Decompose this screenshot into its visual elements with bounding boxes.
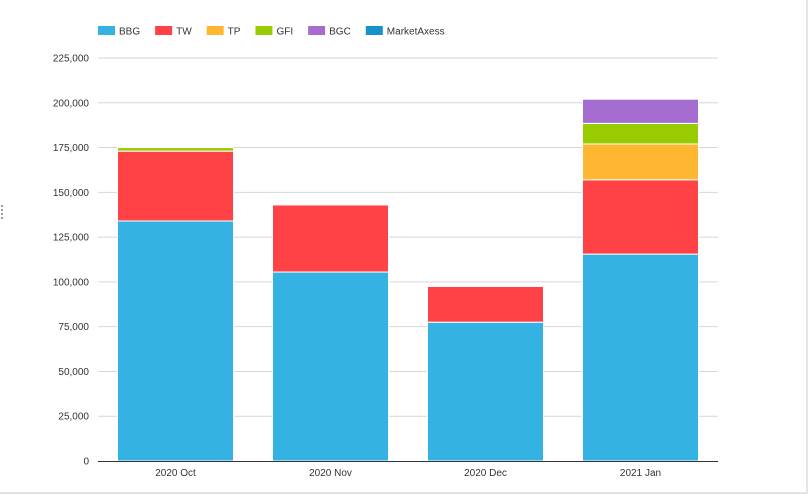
y-tick-label: 175,000 bbox=[53, 143, 90, 154]
resize-handle[interactable] bbox=[1, 205, 5, 219]
bar-segment-gfi[interactable] bbox=[582, 122, 699, 145]
x-tick-label: 2020 Oct bbox=[155, 468, 196, 479]
legend-swatch bbox=[365, 26, 383, 35]
legend-swatch bbox=[308, 26, 326, 35]
y-tick-label: 75,000 bbox=[58, 322, 89, 333]
legend-swatch bbox=[98, 26, 115, 35]
y-tick-label: 0 bbox=[83, 457, 89, 468]
legend-label: BBG bbox=[119, 27, 140, 38]
legend-swatch bbox=[155, 26, 173, 35]
bar-segment-gfi[interactable] bbox=[117, 147, 234, 152]
legend-label: TP bbox=[228, 27, 241, 38]
y-tick-label: 225,000 bbox=[53, 54, 90, 65]
x-tick-label: 2020 Nov bbox=[309, 468, 352, 479]
legend-item-tp[interactable]: TP bbox=[206, 26, 241, 38]
legend: BBG TW TP GFI BGC MarketAxess bbox=[98, 26, 445, 38]
legend-label: TW bbox=[176, 27, 192, 38]
y-tick-label: 150,000 bbox=[53, 188, 90, 199]
legend-label: MarketAxess bbox=[387, 27, 445, 38]
bar-segment-tw[interactable] bbox=[117, 150, 234, 222]
y-tick-label: 25,000 bbox=[58, 412, 89, 423]
legend-item-marketaxess[interactable]: MarketAxess bbox=[365, 26, 445, 38]
x-tick-label: 2020 Dec bbox=[464, 468, 507, 479]
bars bbox=[117, 98, 699, 462]
legend-label: BGC bbox=[329, 27, 351, 38]
bar-segment-bgc[interactable] bbox=[582, 98, 699, 124]
bar-segment-tw[interactable] bbox=[582, 179, 699, 255]
x-axis: 2020 Oct 2020 Nov 2020 Dec 2021 Jan bbox=[98, 461, 718, 479]
y-tick-label: 200,000 bbox=[53, 98, 90, 109]
legend-item-bgc[interactable]: BGC bbox=[308, 26, 351, 38]
y-tick-label: 125,000 bbox=[53, 233, 90, 244]
y-tick-label: 50,000 bbox=[58, 367, 89, 378]
bar-segment-tp[interactable] bbox=[582, 143, 699, 181]
legend-item-bbg[interactable]: BBG bbox=[98, 26, 140, 38]
legend-item-gfi[interactable]: GFI bbox=[255, 26, 293, 38]
y-axis-tick-labels: 0 25,000 50,000 75,000 100,000 125,000 150,000… bbox=[53, 54, 90, 468]
bar-segment-tw[interactable] bbox=[427, 285, 544, 323]
bar-segment-gfi[interactable] bbox=[272, 203, 389, 206]
bar-segment-gfi[interactable] bbox=[427, 284, 544, 287]
legend-swatch bbox=[206, 26, 224, 35]
bar-segment-bbg[interactable] bbox=[117, 220, 234, 462]
legend-item-tw[interactable]: TW bbox=[155, 26, 192, 38]
bar-segment-bbg[interactable] bbox=[272, 271, 389, 462]
y-tick-label: 100,000 bbox=[53, 277, 90, 288]
bar-segment-bbg[interactable] bbox=[582, 253, 699, 462]
x-tick-label: 2021 Jan bbox=[620, 468, 661, 479]
bar-segment-tw[interactable] bbox=[272, 204, 389, 273]
legend-swatch bbox=[255, 26, 273, 35]
bar-segment-bbg[interactable] bbox=[427, 321, 544, 462]
legend-label: GFI bbox=[276, 27, 293, 38]
